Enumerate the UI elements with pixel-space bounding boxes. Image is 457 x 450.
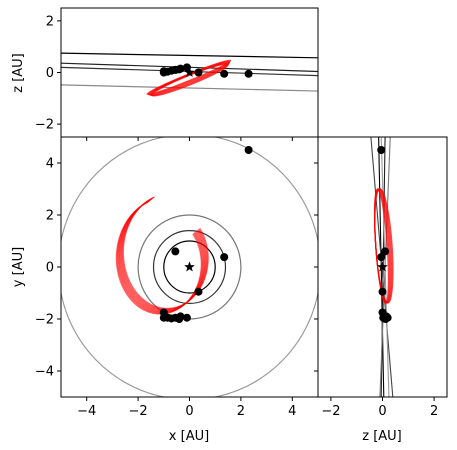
point-xy-3	[171, 247, 179, 255]
xz-y-axis-label: z [AU]	[11, 53, 26, 93]
zy-x-tick-label--2: −2	[321, 404, 340, 419]
xy-x-tick-label-0: 0	[185, 404, 193, 419]
point-xy-0	[245, 146, 253, 154]
xy-x-tick-label-2: 2	[237, 404, 245, 419]
xz-y-tick-label-0: 0	[46, 66, 54, 81]
point-xy-2	[194, 288, 202, 296]
xz-y-tick-label--2: −2	[35, 118, 54, 133]
xy-y-tick-label-0: 0	[46, 261, 54, 276]
xy-y-tick-label--4: −4	[35, 365, 54, 380]
xy-x-tick-label--2: −2	[129, 404, 148, 419]
xy-y-tick-label-2: 2	[46, 209, 54, 224]
point-zy-3	[381, 247, 389, 255]
xy-x-tick-label-4: 4	[288, 404, 296, 419]
xy-y-axis-label: y [AU]	[11, 247, 26, 287]
point-xy-10	[183, 314, 191, 322]
point-xz-0	[245, 70, 253, 78]
zy-x-axis-label: z [AU]	[362, 429, 402, 444]
xy-x-tick-label--4: −4	[77, 404, 96, 419]
point-zy-11	[382, 315, 390, 323]
zy-x-tick-label-2: 2	[430, 404, 438, 419]
point-xy-1	[220, 253, 228, 261]
point-zy-2	[379, 288, 387, 296]
xz-y-tick-label-2: 2	[46, 14, 54, 29]
xy-x-axis-label: x [AU]	[169, 429, 209, 444]
point-xy-11	[175, 315, 183, 323]
xy-y-tick-label-4: 4	[46, 157, 54, 172]
point-xz-11	[175, 65, 183, 73]
point-zy-0	[377, 146, 385, 154]
point-xz-1	[220, 70, 228, 78]
xy-y-tick-label--2: −2	[35, 313, 54, 328]
zy-x-tick-label-0: 0	[378, 404, 386, 419]
point-xz-2	[194, 69, 202, 77]
